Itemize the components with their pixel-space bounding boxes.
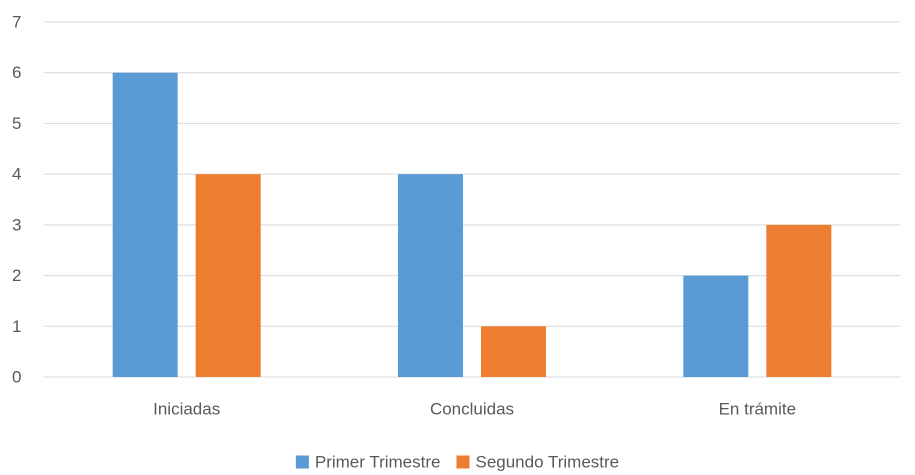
bar (398, 174, 463, 377)
legend-label: Segundo Trimestre (475, 453, 619, 472)
bar (683, 275, 749, 377)
gridlines (44, 21, 900, 378)
legend-label: Primer Trimestre (315, 453, 441, 472)
x-tick-label: Iniciadas (153, 400, 220, 419)
y-tick-label: 4 (12, 165, 21, 184)
y-tick-label: 7 (12, 13, 21, 32)
legend-swatch (456, 455, 470, 469)
x-axis-ticks: Iniciadas Concluidas En trámite (153, 400, 796, 419)
bar (112, 72, 178, 377)
y-tick-label: 1 (12, 317, 21, 336)
y-tick-label: 3 (12, 215, 21, 234)
y-tick-label: 5 (12, 114, 21, 133)
x-tick-label: Concluidas (430, 400, 514, 419)
y-tick-label: 2 (12, 266, 21, 285)
y-tick-label: 6 (12, 63, 21, 82)
legend: Primer Trimestre Segundo Trimestre (295, 453, 619, 472)
y-tick-label: 0 (12, 368, 21, 387)
x-tick-label: En trámite (719, 400, 796, 419)
bar (766, 224, 832, 377)
bar (195, 174, 261, 377)
y-axis-ticks: 0 1 2 3 4 5 6 7 (12, 13, 21, 387)
bar (481, 326, 546, 377)
legend-swatch (295, 455, 309, 469)
bars (112, 72, 832, 377)
